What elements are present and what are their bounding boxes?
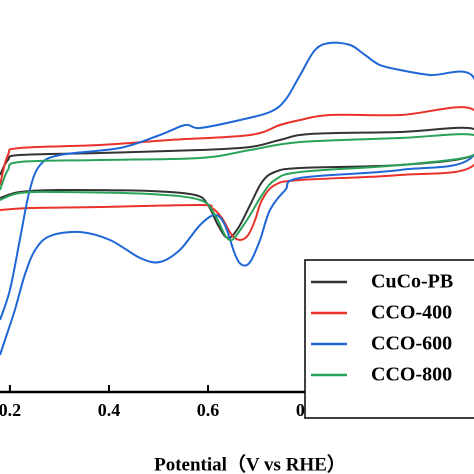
series-line	[0, 41, 474, 356]
legend-label: CCO-400	[371, 302, 452, 324]
series-line	[0, 133, 474, 242]
x-tick-label: 0.6	[197, 400, 220, 420]
x-axis-label: Potential（V vs RHE）	[154, 452, 346, 474]
legend-label: CCO-800	[371, 364, 452, 386]
series-line	[0, 126, 474, 240]
series-line	[0, 106, 474, 241]
legend-label: CuCo-PB	[371, 271, 453, 293]
x-tick-label: 0.4	[98, 400, 121, 420]
legend-label: CCO-600	[371, 333, 452, 355]
x-tick-label: 0.2	[0, 400, 21, 420]
legend-box	[304, 259, 474, 419]
